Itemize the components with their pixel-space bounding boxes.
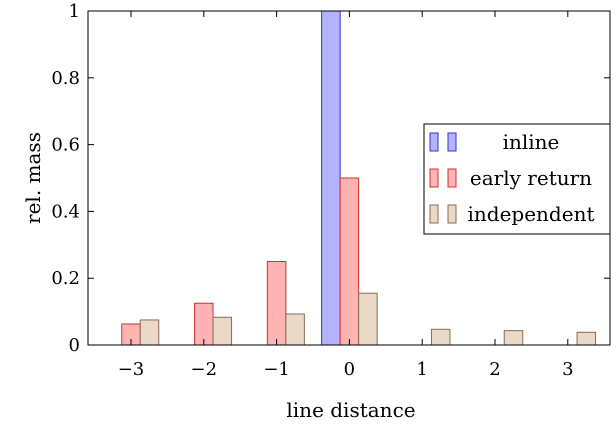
x-axis-label: line distance xyxy=(286,398,415,422)
bar-early-return-2 xyxy=(266,261,287,346)
bar-early-return-1 xyxy=(194,302,214,346)
bar-inline-3 xyxy=(321,10,341,346)
legend: inline early return independent xyxy=(423,123,611,235)
bar-independent-4 xyxy=(430,328,451,346)
x-tick-label-0: −3 xyxy=(118,359,145,380)
legend-swatch-independent-1 xyxy=(447,204,457,224)
legend-label-early-return: early return xyxy=(470,166,592,190)
x-tick-label-3: 0 xyxy=(344,359,355,380)
y-tick-label-1: 0.2 xyxy=(51,268,80,289)
bar-independent-3 xyxy=(358,292,378,346)
legend-swatch-inline-1 xyxy=(447,132,457,152)
legend-swatch-independent-0 xyxy=(429,204,439,224)
legend-label-independent: independent xyxy=(468,202,595,226)
legend-swatch-early-return-0 xyxy=(429,168,439,188)
bar-independent-5 xyxy=(503,330,524,346)
legend-swatch-early-return-1 xyxy=(447,168,457,188)
y-tick-label-0: 0 xyxy=(69,335,80,356)
bars-layer xyxy=(121,10,597,346)
legend-label-inline: inline xyxy=(503,130,560,154)
y-tick-label-3: 0.6 xyxy=(51,135,80,156)
y-tick-label-2: 0.4 xyxy=(51,201,80,222)
legend-swatch-inline-0 xyxy=(429,132,439,152)
bar-independent-1 xyxy=(212,316,233,346)
x-tick-label-6: 3 xyxy=(562,359,573,380)
bar-independent-6 xyxy=(576,331,597,346)
x-tick-label-1: −2 xyxy=(191,359,218,380)
y-axis-label: rel. mass xyxy=(21,132,45,224)
bar-early-return-3 xyxy=(339,177,360,346)
ticks-layer: 0 0.2 0.4 0.6 0.8 1 −3 −2 −1 0 1 2 3 xyxy=(51,1,610,380)
bar-independent-0 xyxy=(139,319,160,346)
y-tick-label-4: 0.8 xyxy=(51,68,80,89)
x-tick-label-5: 2 xyxy=(489,359,500,380)
bar-independent-2 xyxy=(285,313,305,346)
x-tick-label-2: −1 xyxy=(263,359,290,380)
x-tick-label-4: 1 xyxy=(416,359,427,380)
y-tick-label-5: 1 xyxy=(69,1,80,22)
